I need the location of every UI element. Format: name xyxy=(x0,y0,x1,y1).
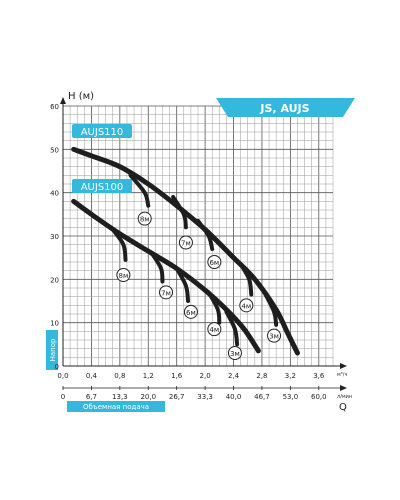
branch-label: 3м xyxy=(230,350,240,358)
x-tick-label-top: 2,8 xyxy=(256,372,267,380)
branch-line xyxy=(174,266,191,303)
y-side-badge xyxy=(46,330,58,370)
x-tick-label-top: 2,0 xyxy=(200,372,211,380)
x-side-label: Объемная подача xyxy=(83,403,149,411)
branch-marker xyxy=(116,268,131,282)
x-tick-label-bottom: 40,0 xyxy=(226,393,242,401)
branch-line xyxy=(206,290,222,325)
branch-line xyxy=(149,251,165,284)
branch-line xyxy=(263,292,279,327)
branch-marker xyxy=(227,346,242,360)
branch-curves: 8м 7м 6м 4м 3м 8м 7м 6м 4м 3м xyxy=(110,173,282,360)
y-tick-label: 50 xyxy=(50,146,59,154)
branch-marker xyxy=(178,235,193,250)
x-tick-label-bottom: 6,7 xyxy=(86,393,97,401)
x-tick-label-bottom: 53,0 xyxy=(283,393,299,401)
branch-marker xyxy=(239,298,254,313)
x-unit-top: м³/ч xyxy=(337,372,347,378)
chart-grid xyxy=(62,105,334,367)
y-tick-label: 20 xyxy=(50,276,59,284)
x-tick-label-bottom: 46,7 xyxy=(254,393,270,401)
branch-label: 6м xyxy=(209,259,219,267)
chart-axes xyxy=(60,97,347,391)
branch-label: 4м xyxy=(209,326,219,334)
y-tick-label: 30 xyxy=(50,233,59,241)
series-line-aujs100 xyxy=(71,198,261,354)
series-label-aujs110: AUJS110 xyxy=(81,127,124,138)
branch-label: 3м xyxy=(269,333,279,341)
y-tick-label: 10 xyxy=(50,320,59,328)
branch-label: 8м xyxy=(140,216,150,224)
x-tick-label-bottom: 20,0 xyxy=(140,393,156,401)
x-tick-label-bottom: 33,3 xyxy=(197,393,213,401)
branch-line xyxy=(128,173,151,208)
x-axis-letter: Q xyxy=(339,402,347,413)
branch-label: 4м xyxy=(241,302,251,310)
branch-marker xyxy=(207,322,222,337)
x-side-badge xyxy=(67,401,165,412)
y-tick-label: 60 xyxy=(50,103,59,111)
x-tick-label-top: 1,2 xyxy=(143,372,154,380)
series-label-aujs100: AUJS100 xyxy=(81,182,124,193)
x-tick-label-top: 3,2 xyxy=(285,372,296,380)
branch-label: 7м xyxy=(161,289,171,297)
branch-marker xyxy=(183,304,198,319)
x-tick-label-top: 1,6 xyxy=(171,372,183,380)
x-tick-label-top: 0,8 xyxy=(114,372,125,380)
x-tick-label-bottom: 13,3 xyxy=(112,393,128,401)
branch-line xyxy=(110,227,128,262)
title-banner xyxy=(216,98,355,117)
branch-marker xyxy=(137,211,152,226)
series-badge-aujs110 xyxy=(72,124,132,138)
branch-label: 8м xyxy=(119,272,129,280)
branch-marker xyxy=(267,328,282,343)
branch-marker xyxy=(159,285,174,300)
branch-label: 6м xyxy=(186,309,196,317)
series-badge-aujs100 xyxy=(72,179,132,193)
x-tick-label-top: 2,4 xyxy=(228,372,240,380)
x-tick-label-top: 3,6 xyxy=(313,372,325,380)
branch-line xyxy=(196,218,215,251)
x-tick-label-top: 0,0 xyxy=(57,372,68,380)
tick-labels: 0 10 20 30 40 50 60 0,0 0,4 0,8 1,2 1,6 2,0 2,4 2,8 3,2… xyxy=(50,103,327,401)
x-axis-arrow xyxy=(340,363,347,369)
y-side-label: Напор xyxy=(49,338,57,361)
chart-title: JS, AUJS xyxy=(259,102,309,115)
branch-marker xyxy=(207,255,222,269)
x-tick-label-top: 0,4 xyxy=(86,372,98,380)
y-axis-label: H (м) xyxy=(68,91,94,102)
branch-label: 7м xyxy=(181,240,191,248)
x-tick-label-bottom: 60,0 xyxy=(311,393,327,401)
x-axis-secondary-arrow xyxy=(340,385,347,391)
x-unit-bottom: л/мин xyxy=(337,394,352,400)
branch-line xyxy=(224,309,240,347)
branch-line xyxy=(238,262,254,297)
x-tick-label-bottom: 0 xyxy=(61,393,65,401)
x-tick-label-bottom: 26,7 xyxy=(169,393,185,401)
y-tick-label: 0 xyxy=(55,363,59,371)
y-tick-label: 40 xyxy=(50,190,59,198)
branch-line xyxy=(171,195,188,230)
y-axis-arrow xyxy=(60,97,66,104)
